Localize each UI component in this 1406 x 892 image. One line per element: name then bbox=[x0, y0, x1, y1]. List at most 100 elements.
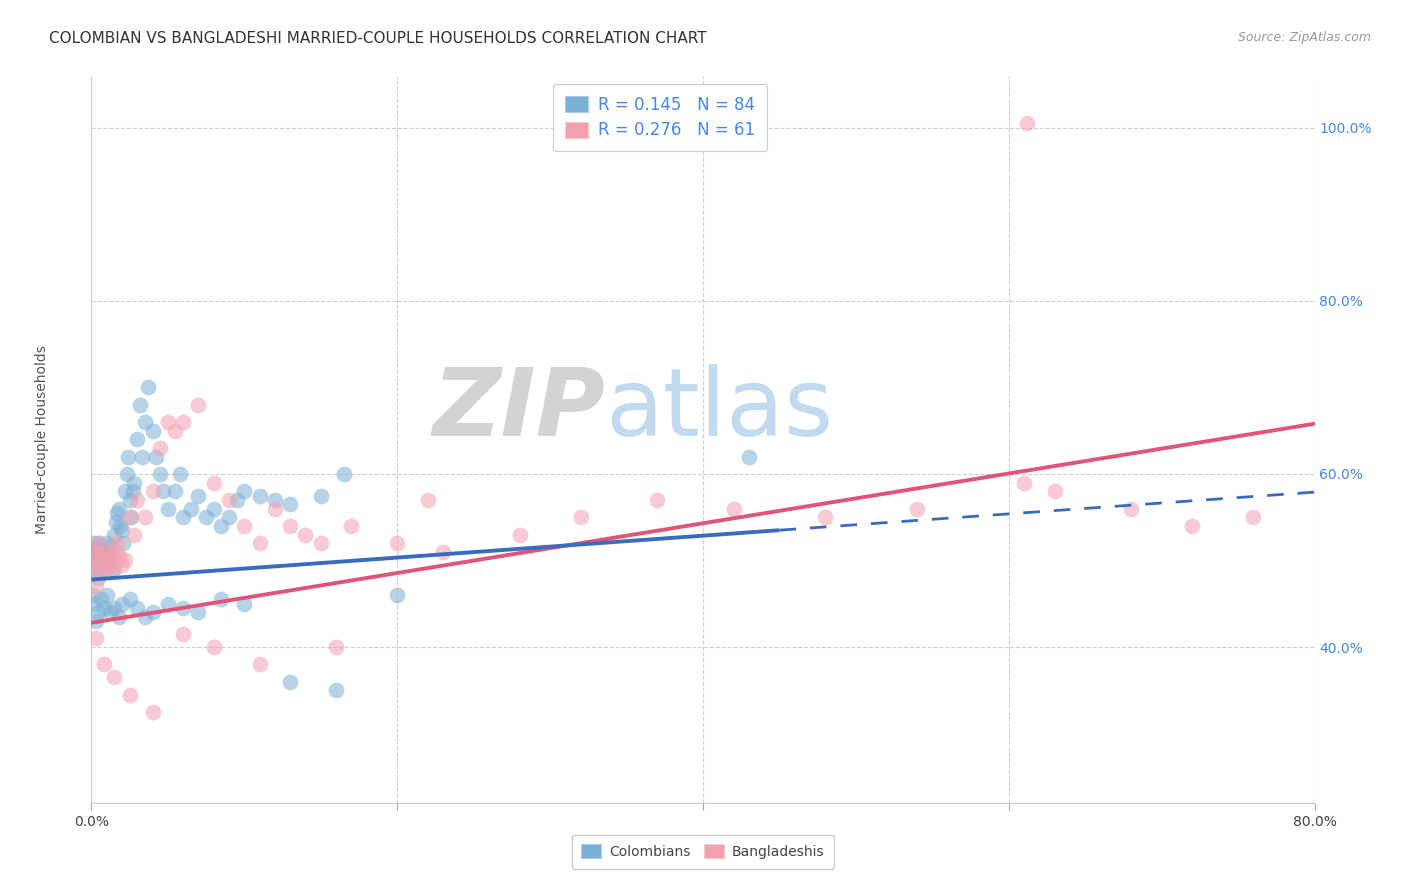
Point bbox=[118, 510, 141, 524]
Point bbox=[94, 545, 117, 559]
Point bbox=[121, 484, 143, 499]
Point bbox=[103, 562, 125, 576]
Point bbox=[723, 501, 745, 516]
Point bbox=[84, 579, 107, 593]
Point bbox=[101, 549, 124, 563]
Point bbox=[1017, 116, 1039, 130]
Point bbox=[218, 510, 240, 524]
Point bbox=[104, 515, 127, 529]
Point bbox=[209, 519, 232, 533]
Point bbox=[225, 492, 247, 507]
Point bbox=[118, 592, 141, 607]
Point bbox=[82, 588, 104, 602]
Point bbox=[278, 519, 301, 533]
Point bbox=[84, 632, 107, 646]
Point bbox=[569, 510, 592, 524]
Point bbox=[114, 484, 136, 499]
Point bbox=[83, 536, 105, 550]
Point bbox=[218, 492, 240, 507]
Point bbox=[86, 606, 108, 620]
Point bbox=[249, 489, 271, 503]
Point bbox=[509, 527, 531, 541]
Point bbox=[141, 424, 163, 438]
Point bbox=[103, 527, 125, 541]
Point bbox=[103, 601, 125, 615]
Point bbox=[103, 670, 125, 684]
Point bbox=[233, 484, 256, 499]
Point bbox=[105, 506, 128, 520]
Point bbox=[131, 450, 153, 464]
Point bbox=[129, 398, 152, 412]
Point bbox=[332, 467, 354, 481]
Point bbox=[84, 549, 107, 563]
Point bbox=[165, 484, 187, 499]
Point bbox=[249, 657, 271, 672]
Point bbox=[100, 549, 122, 563]
Point bbox=[127, 433, 149, 447]
Point bbox=[141, 606, 163, 620]
Point bbox=[83, 562, 105, 576]
Point bbox=[87, 536, 110, 550]
Point bbox=[90, 562, 112, 576]
Point bbox=[814, 510, 837, 524]
Point bbox=[96, 588, 118, 602]
Point bbox=[120, 510, 142, 524]
Point bbox=[149, 467, 172, 481]
Point bbox=[136, 380, 159, 394]
Point bbox=[114, 553, 136, 567]
Point bbox=[141, 484, 163, 499]
Point bbox=[93, 601, 115, 615]
Y-axis label: Married-couple Households: Married-couple Households bbox=[35, 345, 49, 533]
Point bbox=[149, 441, 172, 455]
Point bbox=[86, 541, 108, 555]
Point bbox=[172, 627, 194, 641]
Point bbox=[134, 609, 156, 624]
Point bbox=[309, 536, 332, 550]
Point bbox=[309, 489, 332, 503]
Point bbox=[145, 450, 167, 464]
Point bbox=[905, 501, 928, 516]
Point bbox=[1243, 510, 1265, 524]
Point bbox=[83, 553, 105, 567]
Point bbox=[117, 450, 139, 464]
Text: atlas: atlas bbox=[605, 364, 834, 456]
Point bbox=[82, 545, 104, 559]
Point bbox=[1181, 519, 1204, 533]
Point bbox=[645, 492, 668, 507]
Point bbox=[111, 523, 134, 537]
Point bbox=[108, 501, 131, 516]
Point bbox=[233, 597, 256, 611]
Point bbox=[87, 553, 110, 567]
Point bbox=[156, 501, 179, 516]
Point bbox=[134, 510, 156, 524]
Point bbox=[118, 492, 141, 507]
Point bbox=[96, 536, 118, 550]
Point bbox=[1012, 475, 1035, 490]
Point bbox=[134, 415, 156, 429]
Point bbox=[86, 571, 108, 585]
Point bbox=[141, 705, 163, 719]
Point bbox=[112, 536, 135, 550]
Point bbox=[83, 545, 105, 559]
Point bbox=[385, 536, 409, 550]
Point bbox=[209, 592, 232, 607]
Point bbox=[278, 497, 301, 511]
Point bbox=[98, 558, 121, 572]
Point bbox=[83, 597, 105, 611]
Point bbox=[96, 545, 118, 559]
Point bbox=[152, 484, 174, 499]
Legend: Colombians, Bangladeshis: Colombians, Bangladeshis bbox=[572, 835, 834, 869]
Point bbox=[202, 475, 225, 490]
Point bbox=[385, 588, 409, 602]
Point bbox=[169, 467, 191, 481]
Point bbox=[249, 536, 271, 550]
Point bbox=[264, 492, 287, 507]
Text: COLOMBIAN VS BANGLADESHI MARRIED-COUPLE HOUSEHOLDS CORRELATION CHART: COLOMBIAN VS BANGLADESHI MARRIED-COUPLE … bbox=[49, 31, 707, 46]
Point bbox=[1121, 501, 1143, 516]
Point bbox=[165, 424, 187, 438]
Point bbox=[93, 562, 115, 576]
Point bbox=[87, 553, 110, 567]
Point bbox=[233, 519, 256, 533]
Point bbox=[127, 492, 149, 507]
Point bbox=[187, 398, 209, 412]
